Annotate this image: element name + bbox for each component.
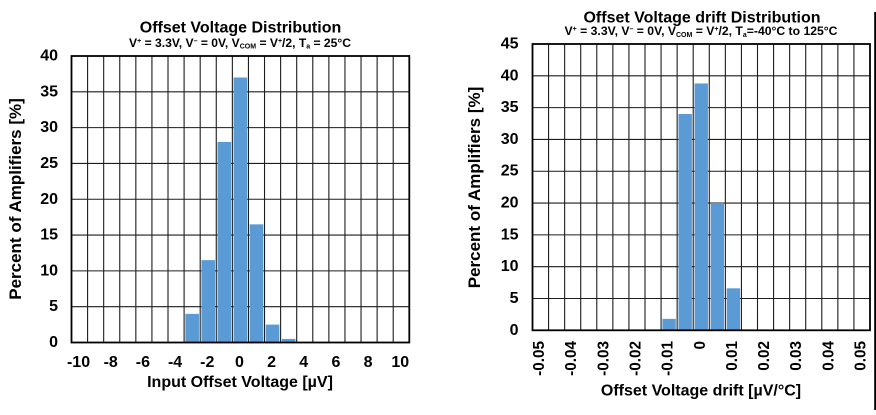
svg-text:0.05: 0.05 xyxy=(852,341,869,371)
svg-text:25: 25 xyxy=(40,155,58,172)
svg-text:30: 30 xyxy=(40,119,58,136)
svg-text:15: 15 xyxy=(501,226,519,243)
svg-text:Offset Voltage drift [µV/°C]: Offset Voltage drift [µV/°C] xyxy=(601,382,801,399)
svg-text:0: 0 xyxy=(510,322,519,339)
svg-text:-0.05: -0.05 xyxy=(531,341,548,376)
svg-text:5: 5 xyxy=(49,298,58,315)
svg-text:Percent of Amplifiers [%]: Percent of Amplifiers [%] xyxy=(6,98,25,300)
svg-text:-2: -2 xyxy=(200,354,214,371)
svg-text:15: 15 xyxy=(40,227,58,244)
svg-text:-0.02: -0.02 xyxy=(627,341,644,376)
svg-text:10: 10 xyxy=(391,354,409,371)
svg-text:-0.03: -0.03 xyxy=(595,341,612,376)
svg-text:-0.04: -0.04 xyxy=(563,341,580,376)
svg-text:10: 10 xyxy=(501,258,519,275)
svg-text:0: 0 xyxy=(692,341,709,350)
svg-text:20: 20 xyxy=(501,195,519,212)
svg-text:10: 10 xyxy=(40,262,58,279)
svg-text:-8: -8 xyxy=(104,354,118,371)
svg-text:2: 2 xyxy=(267,354,276,371)
svg-text:Input Offset Voltage [µV]: Input Offset Voltage [µV] xyxy=(147,374,333,391)
svg-text:0.01: 0.01 xyxy=(724,341,741,371)
svg-text:35: 35 xyxy=(501,99,519,116)
svg-text:-4: -4 xyxy=(168,354,182,371)
svg-text:25: 25 xyxy=(501,163,519,180)
svg-text:Offset Voltage Distribution: Offset Voltage Distribution xyxy=(140,20,341,37)
svg-text:20: 20 xyxy=(40,191,58,208)
svg-text:V+ = 3.3V, V– = 0V, VCOM = V+/: V+ = 3.3V, V– = 0V, VCOM = V+/2, Ta = 25… xyxy=(129,36,351,51)
svg-text:0: 0 xyxy=(235,354,244,371)
svg-text:Offset Voltage drift Distribut: Offset Voltage drift Distribution xyxy=(583,9,820,26)
svg-text:40: 40 xyxy=(40,48,58,65)
svg-text:-10: -10 xyxy=(67,354,90,371)
svg-text:-6: -6 xyxy=(136,354,150,371)
svg-text:8: 8 xyxy=(364,354,373,371)
svg-text:-0.01: -0.01 xyxy=(660,341,677,376)
svg-text:0: 0 xyxy=(49,334,58,351)
svg-text:0.03: 0.03 xyxy=(788,341,805,371)
svg-text:45: 45 xyxy=(501,36,519,53)
svg-text:35: 35 xyxy=(40,83,58,100)
svg-text:40: 40 xyxy=(501,67,519,84)
svg-text:6: 6 xyxy=(331,354,340,371)
svg-text:0.02: 0.02 xyxy=(756,341,773,371)
svg-text:30: 30 xyxy=(501,131,519,148)
svg-text:4: 4 xyxy=(299,354,308,371)
svg-text:0.04: 0.04 xyxy=(820,341,837,371)
svg-text:5: 5 xyxy=(510,290,519,307)
svg-text:Percent of Amplifiers [%]: Percent of Amplifiers [%] xyxy=(465,87,484,289)
svg-text:V+ = 3.3V, V– = 0V, VCOM = V+/: V+ = 3.3V, V– = 0V, VCOM = V+/2, Ta=-40°… xyxy=(565,24,838,39)
